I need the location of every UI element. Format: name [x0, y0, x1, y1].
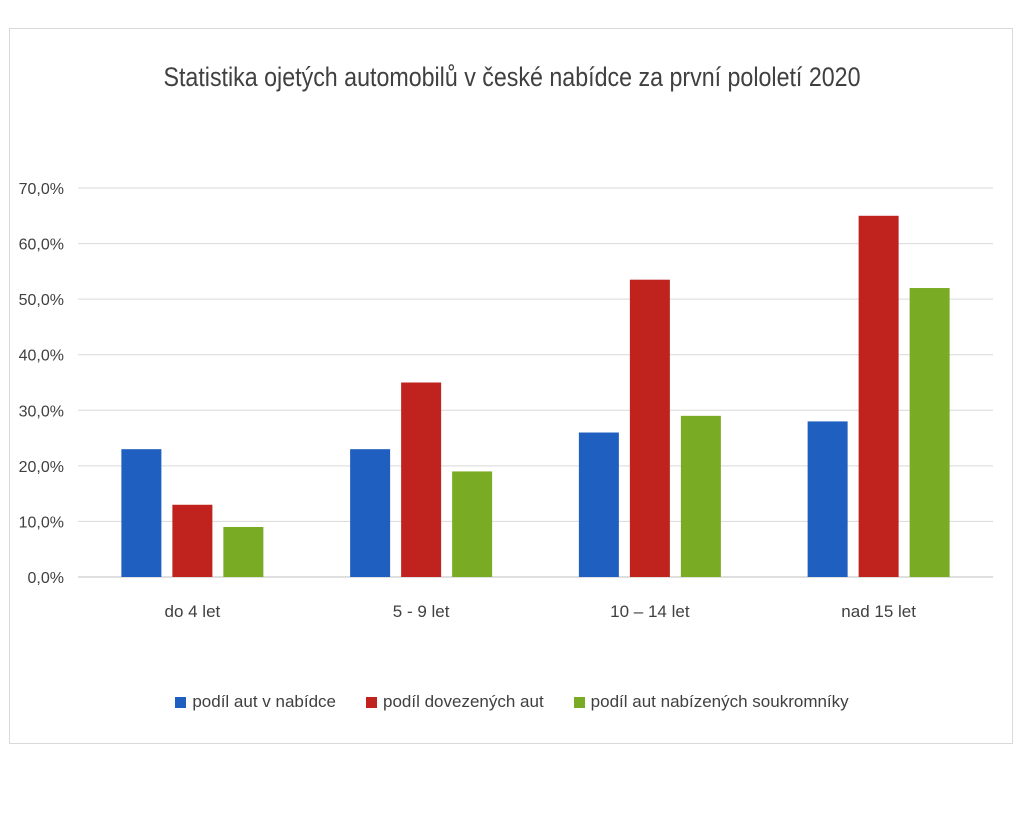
y-tick-label: 20,0%	[19, 459, 64, 476]
chart-legend: podíl aut v nabídce podíl dovezených aut p…	[0, 692, 1024, 712]
legend-swatch	[366, 696, 377, 708]
bar	[401, 382, 442, 577]
bar	[858, 215, 899, 578]
bar	[629, 279, 670, 577]
bar	[680, 415, 721, 577]
y-tick-label: 60,0%	[19, 237, 64, 254]
legend-item: podíl aut nabízených soukromníky	[573, 692, 849, 712]
bar	[121, 449, 162, 577]
x-tick-label: nad 15 let	[841, 602, 916, 621]
x-tick-label: do 4 let	[164, 602, 220, 621]
legend-item: podíl dovezených aut	[366, 692, 544, 712]
chart-frame	[9, 28, 1013, 744]
bar	[807, 421, 848, 577]
y-tick-label: 40,0%	[19, 348, 64, 365]
legend-swatch	[175, 696, 187, 708]
x-tick-label: 10 – 14 let	[610, 602, 690, 621]
bar	[223, 526, 264, 577]
y-tick-label: 0,0%	[28, 570, 64, 587]
bar	[452, 471, 493, 577]
y-tick-label: 30,0%	[19, 403, 64, 420]
x-tick-label: 5 - 9 let	[393, 602, 450, 621]
legend-label: podíl aut v nabídce	[192, 692, 336, 711]
bar	[909, 288, 950, 577]
bar	[350, 449, 391, 577]
chart-title: Statistika ojetých automobilů v české na…	[163, 62, 861, 92]
legend-label: podíl dovezených aut	[383, 692, 544, 711]
legend-label: podíl aut nabízených soukromníky	[590, 692, 849, 711]
legend-swatch	[573, 696, 585, 708]
y-tick-label: 50,0%	[19, 292, 64, 309]
bar	[578, 432, 619, 577]
y-tick-label: 70,0%	[19, 181, 64, 198]
legend-item: podíl aut v nabídce	[175, 692, 336, 712]
bar	[172, 504, 213, 577]
y-tick-label: 10,0%	[19, 514, 64, 531]
